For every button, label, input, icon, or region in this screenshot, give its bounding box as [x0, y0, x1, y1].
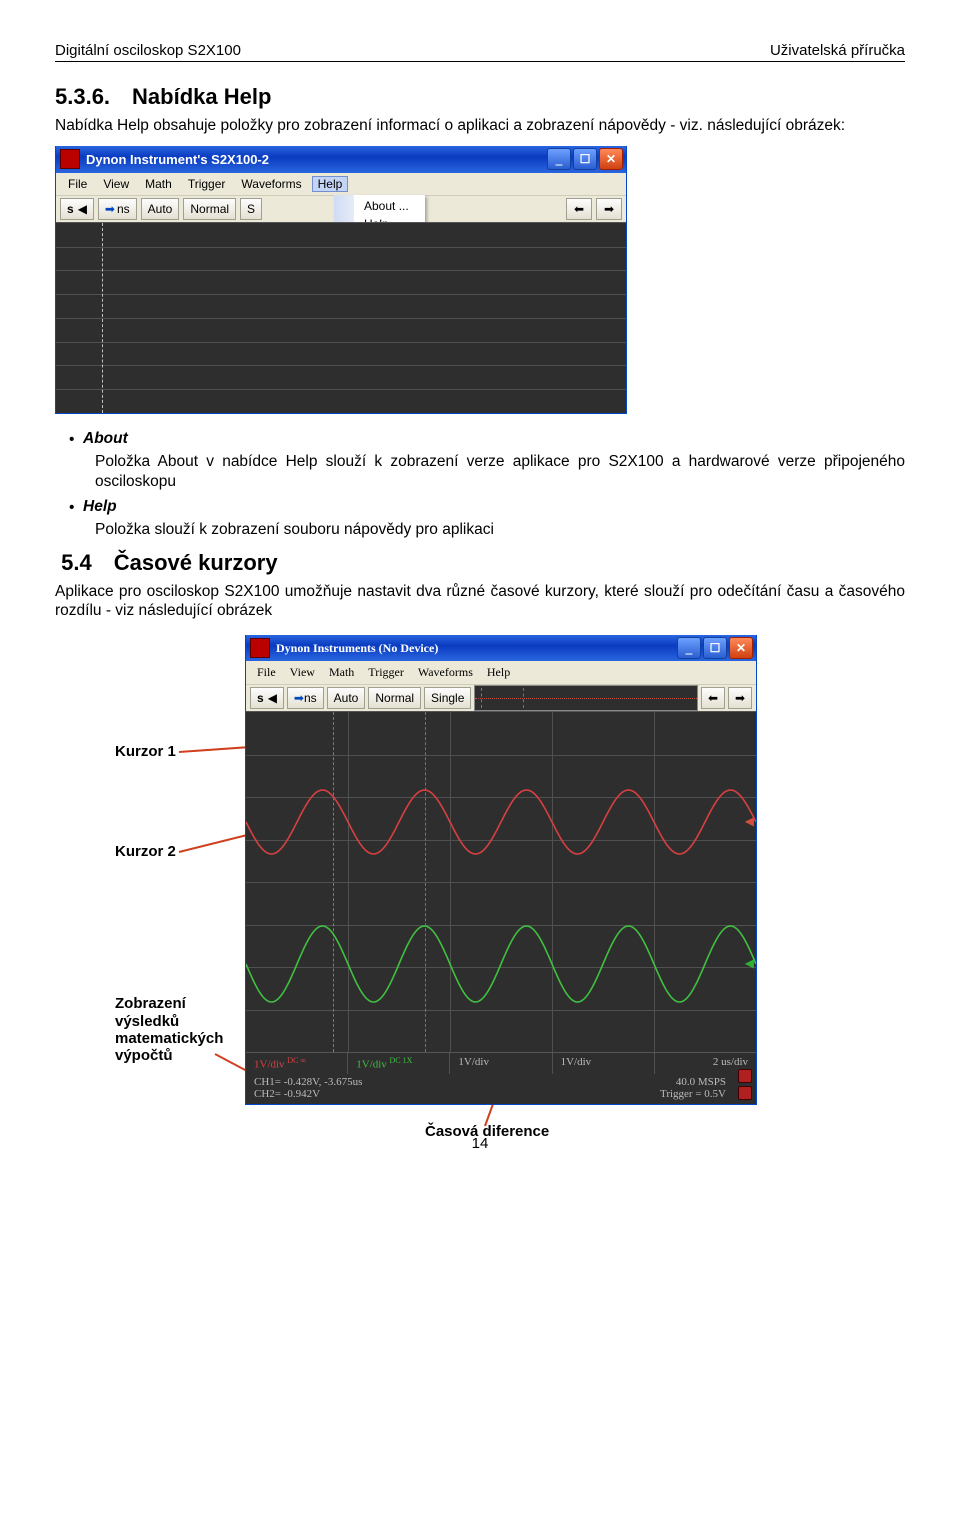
anno-kurzor2: Kurzor 2: [115, 843, 176, 860]
menu-file[interactable]: File: [252, 664, 281, 681]
nav-left-icon[interactable]: ⬅: [701, 687, 725, 709]
app-icon: [250, 638, 270, 658]
tbtn-ns[interactable]: ➡ns: [98, 198, 137, 220]
scope-window: Dynon Instruments (No Device) ‗ ☐ ✕ File…: [245, 635, 757, 1105]
tbtn-single[interactable]: S: [240, 198, 262, 220]
window-titlebar[interactable]: Dynon Instrument's S2X100-2 ‗ ☐ ✕: [56, 146, 626, 173]
app-icon: [60, 149, 80, 169]
bullet-list: • About Položka About v nabídce Help slo…: [55, 430, 905, 540]
status-ch4: 1V/div: [553, 1053, 655, 1074]
nav-left-icon[interactable]: ⬅: [566, 198, 592, 220]
menu-waveforms[interactable]: Waveforms: [413, 664, 478, 681]
status-bar-channels: 1V/div DC ∞ 1V/div DC 1X 1V/div 1V/div 2…: [246, 1052, 756, 1074]
measure-ch2: CH2= -0.942V: [254, 1088, 362, 1100]
tbtn-auto[interactable]: Auto: [327, 687, 366, 709]
close-button[interactable]: ✕: [729, 637, 753, 659]
minimize-button[interactable]: ‗: [547, 148, 571, 170]
tbtn-ns[interactable]: ➡ns: [287, 687, 324, 709]
waveforms-svg: [246, 712, 756, 1052]
nav-right-icon[interactable]: ➡: [596, 198, 622, 220]
para-54: Aplikace pro osciloskop S2X100 umožňuje …: [55, 582, 905, 622]
nav-right-icon[interactable]: ➡: [728, 687, 752, 709]
led-icon: [738, 1069, 752, 1083]
menu-help[interactable]: Help: [312, 176, 349, 192]
bullet-about-text: Položka About v nabídce Help slouží k zo…: [95, 452, 905, 492]
bullet-dot-icon: •: [69, 430, 83, 450]
tbtn-normal[interactable]: Normal: [183, 198, 236, 220]
screenshot-help-menu: Dynon Instrument's S2X100-2 ‗ ☐ ✕ File V…: [55, 146, 627, 414]
heading-54-title: Časové kurzory: [114, 550, 278, 575]
menu-view[interactable]: View: [285, 664, 320, 681]
bullet-help-text: Položka slouží k zobrazení souboru nápov…: [95, 520, 905, 540]
menu-math[interactable]: Math: [324, 664, 359, 681]
maximize-button[interactable]: ☐: [573, 148, 597, 170]
window-title: Dynon Instruments (No Device): [276, 641, 677, 656]
status-trigger: Trigger = 0.5V: [660, 1088, 726, 1100]
bullet-about-label: About: [83, 430, 128, 448]
measure-ch1: CH1= -0.428V, -3.675us: [254, 1076, 362, 1088]
menu-trigger[interactable]: Trigger: [363, 664, 409, 681]
tbtn-single[interactable]: Single: [424, 687, 471, 709]
scope-display[interactable]: ◀ ◀: [246, 711, 756, 1052]
status-msps: 40.0 MSPS: [660, 1076, 726, 1088]
led-icon: [738, 1086, 752, 1100]
menu-file[interactable]: File: [62, 176, 93, 192]
header-right: Uživatelská příručka: [770, 42, 905, 59]
status-ch1: 1V/div DC ∞: [246, 1053, 348, 1074]
dropdown-about[interactable]: About ...: [336, 197, 423, 215]
toolbar: s◀ ➡ns Auto Normal Single ⬅ ➡: [246, 684, 756, 711]
para-536: Nabídka Help obsahuje položky pro zobraz…: [55, 116, 905, 136]
menu-math[interactable]: Math: [139, 176, 178, 192]
window-title: Dynon Instrument's S2X100-2: [86, 152, 547, 167]
tbtn-auto[interactable]: Auto: [141, 198, 180, 220]
tbtn-s[interactable]: s◀: [60, 198, 94, 220]
status-ch2: 1V/div DC 1X: [348, 1053, 450, 1074]
close-button[interactable]: ✕: [599, 148, 623, 170]
tbtn-s[interactable]: s◀: [250, 687, 284, 709]
status-leds: [738, 1069, 752, 1100]
heading-54-num: 5.4: [61, 550, 92, 575]
header-rule: [55, 61, 905, 62]
menu-bar: File View Math Trigger Waveforms Help: [246, 661, 756, 684]
status-bar-measure: CH1= -0.428V, -3.675us CH2= -0.942V 40.0…: [246, 1074, 756, 1104]
heading-536-title: Nabídka Help: [132, 84, 271, 109]
anno-kurzor1: Kurzor 1: [115, 743, 176, 760]
heading-54: 5.4 Časové kurzory: [55, 550, 905, 576]
menu-view[interactable]: View: [97, 176, 135, 192]
scope-grid: [56, 222, 626, 413]
window-titlebar[interactable]: Dynon Instruments (No Device) ‗ ☐ ✕: [246, 635, 756, 661]
heading-536: 5.3.6. Nabídka Help: [55, 84, 905, 110]
status-ch3: 1V/div: [450, 1053, 552, 1074]
bullet-dot-icon: •: [69, 498, 83, 518]
minimize-button[interactable]: ‗: [677, 637, 701, 659]
header-left: Digitální osciloskop S2X100: [55, 42, 241, 59]
screenshot-cursors-annotated: Kurzor 1 Kurzor 2 Zobrazení výsledků mat…: [115, 635, 815, 1105]
menu-waveforms[interactable]: Waveforms: [235, 176, 307, 192]
anno-casova: Časová diference: [425, 1123, 549, 1140]
maximize-button[interactable]: ☐: [703, 637, 727, 659]
heading-536-num: 5.3.6.: [55, 84, 110, 109]
menu-bar: File View Math Trigger Waveforms Help: [56, 173, 626, 195]
menu-trigger[interactable]: Trigger: [182, 176, 232, 192]
bullet-help-label: Help: [83, 498, 117, 516]
tbtn-normal[interactable]: Normal: [368, 687, 421, 709]
menu-help[interactable]: Help: [482, 664, 515, 681]
